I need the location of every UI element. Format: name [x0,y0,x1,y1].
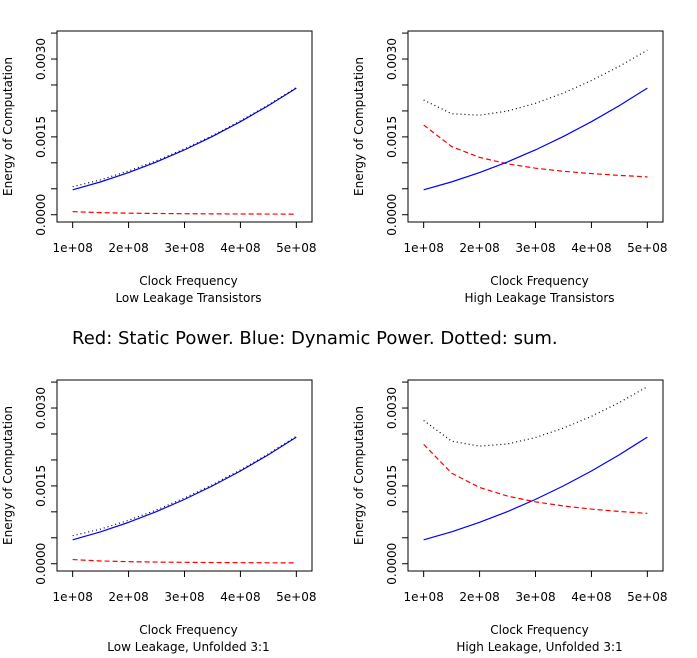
x-tick-label: 1e+08 [52,241,92,255]
x-tick-label: 3e+08 [515,241,555,255]
y-tick-label: 0.0015 [34,116,48,158]
y-tick-label: 0.0030 [385,38,399,80]
x-tick-label: 1e+08 [403,241,443,255]
x-tick-label: 2e+08 [459,241,499,255]
x-axis-label: Clock Frequency [139,623,237,637]
x-tick-label: 3e+08 [515,590,555,604]
x-tick-label: 3e+08 [164,590,204,604]
x-tick-label: 4e+08 [220,590,260,604]
series-line [423,386,648,447]
y-tick-label: 0.0000 [385,543,399,585]
y-tick-label: 0.0000 [385,194,399,236]
subtitle: High Leakage Transistors [464,291,614,305]
x-tick-label: 5e+08 [276,590,316,604]
caption: Red: Static Power. Blue: Dynamic Power. … [72,328,558,349]
x-tick-label: 1e+08 [52,590,92,604]
series-line [423,443,648,514]
subtitle: Low Leakage, Unfolded 3:1 [107,640,269,654]
subtitle: Low Leakage Transistors [115,291,261,305]
y-tick-label: 0.0030 [34,38,48,80]
series-line [72,558,297,564]
x-axis-label: Clock Frequency [490,274,588,288]
y-tick-label: 0.0000 [34,194,48,236]
series-line [423,49,648,116]
x-tick-label: 2e+08 [108,590,148,604]
x-tick-label: 5e+08 [627,590,667,604]
x-tick-label: 4e+08 [220,241,260,255]
y-axis-label: Energy of Computation [352,406,366,545]
x-tick-label: 2e+08 [459,590,499,604]
y-tick-label: 0.0015 [385,465,399,507]
series-line [423,87,648,191]
x-tick-label: 4e+08 [571,241,611,255]
y-axis-label: Energy of Computation [352,57,366,196]
y-tick-label: 0.0030 [385,387,399,429]
x-axis-label: Clock Frequency [139,274,237,288]
x-tick-label: 3e+08 [164,241,204,255]
series-line [423,124,648,178]
x-tick-label: 1e+08 [403,590,443,604]
series-line [72,436,297,541]
y-axis-label: Energy of Computation [1,406,15,545]
series-line [423,436,648,541]
y-tick-label: 0.0015 [385,116,399,158]
x-axis-label: Clock Frequency [490,623,588,637]
y-axis-label: Energy of Computation [1,57,15,196]
x-tick-label: 2e+08 [108,241,148,255]
y-tick-label: 0.0030 [34,387,48,429]
y-tick-label: 0.0000 [34,543,48,585]
x-tick-label: 5e+08 [276,241,316,255]
subtitle: High Leakage, Unfolded 3:1 [456,640,622,654]
series-line [72,211,297,215]
x-tick-label: 5e+08 [627,241,667,255]
series-line [72,87,297,191]
x-tick-label: 4e+08 [571,590,611,604]
y-tick-label: 0.0015 [34,465,48,507]
